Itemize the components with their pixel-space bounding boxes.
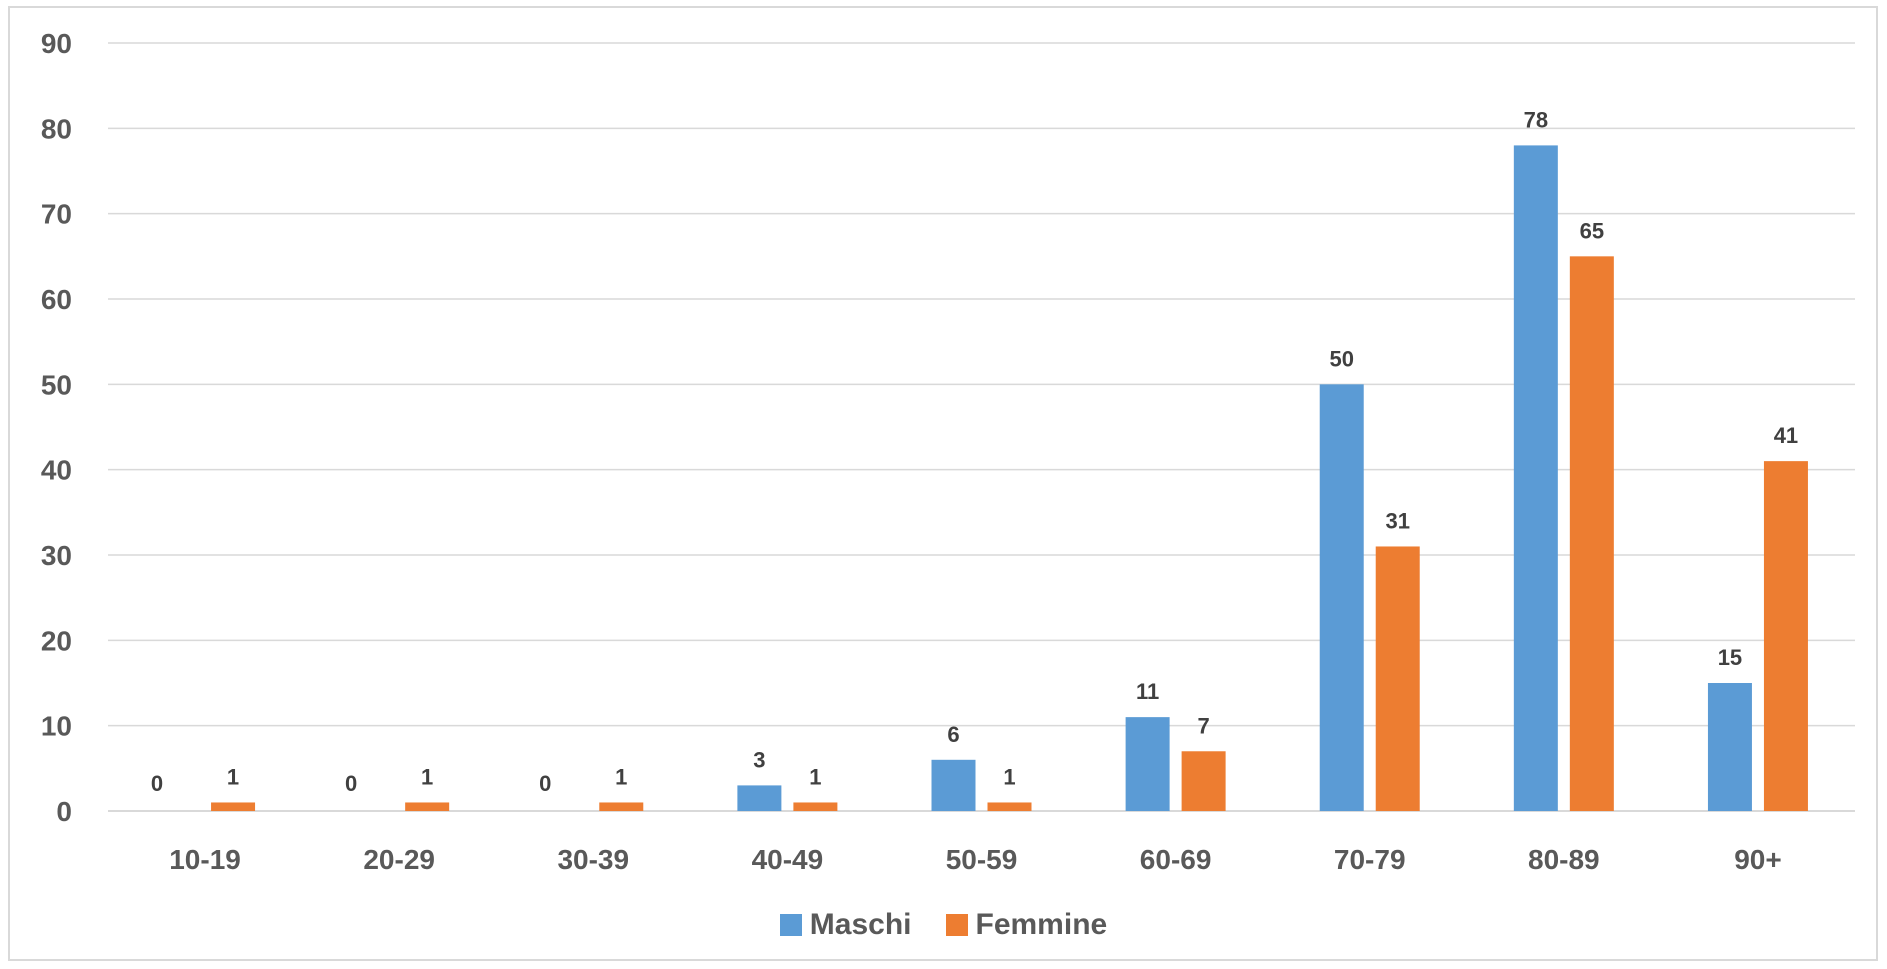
legend-label: Maschi <box>809 908 912 941</box>
y-tick-label: 60 <box>41 284 72 315</box>
data-label-maschi-60-69: 11 <box>1136 679 1159 704</box>
y-tick-label: 70 <box>41 199 72 230</box>
y-tick-label: 10 <box>41 711 72 742</box>
y-tick-label: 20 <box>41 625 72 656</box>
bar-femmine-50-59 <box>987 802 1032 811</box>
bar-maschi-80-89 <box>1513 145 1558 811</box>
data-label-maschi-20-29: 0 <box>345 771 357 796</box>
y-tick-label: 0 <box>56 796 72 827</box>
bar-femmine-10-19 <box>211 802 256 811</box>
bar-femmine-70-79 <box>1375 546 1420 811</box>
x-tick-label: 20-29 <box>363 844 435 875</box>
x-tick-label: 40-49 <box>752 844 824 875</box>
data-label-maschi-50-59: 6 <box>947 722 959 747</box>
data-label-maschi-90+: 15 <box>1718 645 1742 670</box>
legend-swatch <box>945 914 968 936</box>
gridlines <box>108 42 1855 812</box>
data-label-maschi-30-39: 0 <box>539 771 551 796</box>
y-axis-ticks: 0 10 20 30 40 50 60 70 80 90 <box>41 28 72 827</box>
bar-femmine-60-69 <box>1181 751 1226 811</box>
bar-maschi-50-59 <box>931 759 976 811</box>
x-tick-label: 30-39 <box>557 844 629 875</box>
legend: Maschi Femmine <box>0 908 1887 942</box>
bar-maschi-60-69 <box>1125 717 1170 811</box>
data-label-maschi-80-89: 78 <box>1524 107 1548 132</box>
y-tick-label: 80 <box>41 113 72 144</box>
x-tick-label: 90+ <box>1734 844 1782 875</box>
x-tick-label: 70-79 <box>1334 844 1406 875</box>
bar-femmine-40-49 <box>793 802 838 811</box>
legend-swatch <box>779 914 802 936</box>
bar-maschi-40-49 <box>737 785 782 811</box>
bar-femmine-30-39 <box>599 802 644 811</box>
data-label-maschi-70-79: 50 <box>1329 346 1353 371</box>
data-label-femmine-60-69: 7 <box>1197 713 1209 738</box>
data-label-maschi-40-49: 3 <box>753 747 765 772</box>
x-tick-label: 10-19 <box>169 844 241 875</box>
data-label-femmine-20-29: 1 <box>421 764 433 789</box>
bars <box>211 145 1808 811</box>
y-tick-label: 30 <box>41 540 72 571</box>
x-tick-label: 80-89 <box>1528 844 1600 875</box>
data-label-femmine-80-89: 65 <box>1580 218 1604 243</box>
data-label-maschi-10-19: 0 <box>151 771 163 796</box>
data-label-femmine-10-19: 1 <box>227 764 239 789</box>
bar-femmine-80-89 <box>1569 256 1614 811</box>
bar-maschi-70-79 <box>1319 384 1364 811</box>
legend-item-femmine: Femmine <box>945 908 1108 942</box>
x-tick-label: 60-69 <box>1140 844 1212 875</box>
bar-femmine-90+ <box>1763 461 1808 811</box>
y-tick-label: 50 <box>41 369 72 400</box>
y-tick-label: 40 <box>41 455 72 486</box>
bar-maschi-90+ <box>1707 683 1752 811</box>
x-axis-ticks: 10-19 20-29 30-39 40-49 50-59 60-69 70-79 80-89… <box>169 844 1781 875</box>
data-label-femmine-50-59: 1 <box>1003 764 1015 789</box>
bar-femmine-20-29 <box>405 802 450 811</box>
data-label-femmine-40-49: 1 <box>809 764 821 789</box>
legend-label: Femmine <box>975 908 1108 941</box>
data-label-femmine-70-79: 31 <box>1385 508 1409 533</box>
data-label-femmine-90+: 41 <box>1774 423 1798 448</box>
x-tick-label: 50-59 <box>946 844 1018 875</box>
y-tick-label: 90 <box>41 28 72 59</box>
data-label-femmine-30-39: 1 <box>615 764 627 789</box>
legend-item-maschi: Maschi <box>779 908 912 942</box>
